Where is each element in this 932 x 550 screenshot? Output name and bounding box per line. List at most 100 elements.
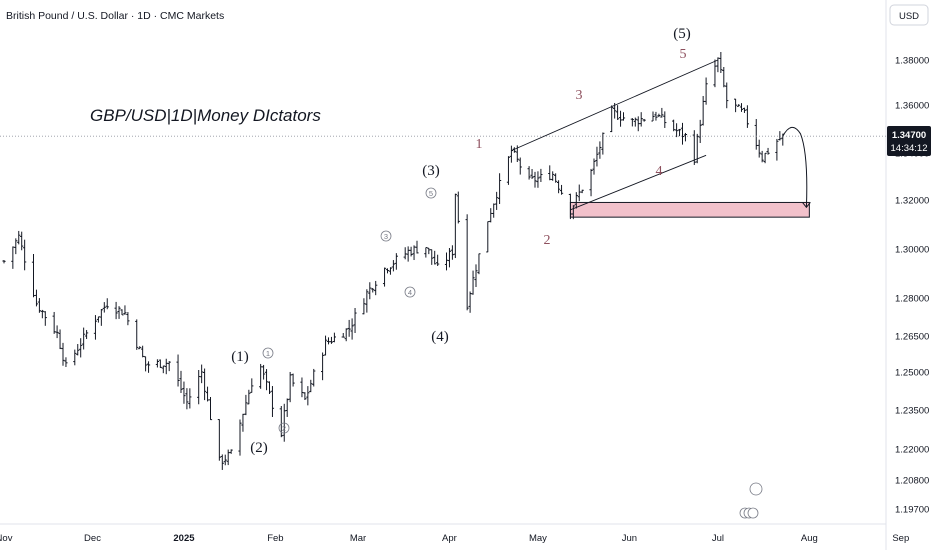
svg-text:1: 1 (266, 349, 270, 358)
ohlc-bar (52, 311, 56, 334)
ohlc-bar (382, 267, 387, 287)
ohlc-bar (203, 368, 207, 401)
currency-button[interactable]: USD (889, 4, 929, 26)
ohlc-bar (506, 156, 511, 185)
ohlc-bar (85, 330, 89, 340)
ohlc-bar (31, 253, 36, 298)
ohlc-bar (17, 230, 21, 245)
ohlc-bar (409, 246, 413, 257)
ohlc-bar (241, 413, 245, 432)
wave-label-minor-4: 4 (656, 164, 663, 179)
projection-path[interactable] (782, 126, 808, 208)
ohlc-bar (453, 193, 457, 259)
economic-events-icon[interactable] (739, 482, 763, 519)
wave-label-major-4: (4) (431, 329, 449, 345)
ohlc-bar (692, 130, 696, 165)
ohlc-bar (332, 332, 336, 343)
symbol-title: British Pound / U.S. Dollar · 1D · CMC M… (6, 10, 224, 22)
svg-text:2: 2 (282, 424, 286, 433)
time-tick-label: Mar (350, 533, 366, 544)
ohlc-bar (11, 246, 15, 269)
ohlc-bar (391, 260, 395, 272)
ohlc-bar (683, 132, 688, 142)
time-tick-label: Jun (622, 533, 637, 544)
ohlc-bar (618, 110, 623, 127)
ohlc-bar (229, 449, 233, 454)
ohlc-bar (722, 67, 726, 88)
ohlc-bar (775, 138, 779, 161)
ohlc-bar (701, 95, 705, 126)
ohlc-bar (303, 392, 307, 401)
ohlc-bar (589, 168, 593, 197)
ohlc-bar (412, 245, 416, 261)
ohlc-bar (580, 189, 584, 194)
ohlc-bar (406, 246, 410, 262)
ohlc-bar (633, 117, 637, 127)
ohlc-bar (374, 280, 378, 296)
ohlc-bar (430, 249, 434, 265)
ohlc-bar (371, 287, 375, 293)
ohlc-bar (498, 173, 502, 204)
ohlc-bar (757, 139, 761, 158)
wave-label-minor-5: 5 (680, 47, 687, 62)
ohlc-bar (114, 301, 118, 320)
ohlc-bar (155, 359, 159, 368)
ohlc-bar (704, 77, 708, 105)
ohlc-bar (270, 386, 275, 418)
ohlc-bar (120, 309, 124, 316)
annotation-title[interactable]: GBP/USD|1D|Money DIctators (90, 106, 321, 125)
ohlc-bar (677, 128, 682, 137)
ohlc-bar (601, 132, 605, 155)
price-axis[interactable]: 1.380001.360001.340001.320001.300001.280… (895, 56, 929, 516)
ohlc-bar (164, 358, 168, 375)
price-tick-label: 1.20800 (895, 476, 929, 487)
ohlc-bar (433, 250, 437, 265)
target-zone-box[interactable] (569, 201, 810, 218)
channel-lower-line[interactable] (570, 154, 707, 211)
price-tick-label: 1.25000 (895, 368, 929, 379)
ohlc-bar (539, 168, 543, 183)
ohlc-bar (267, 381, 272, 394)
wave-label-minor-3: 3 (576, 88, 583, 103)
time-tick-label: Nov (0, 533, 13, 544)
ohlc-bar (403, 247, 407, 260)
ohlc-bar (595, 146, 599, 167)
ohlc-bar (642, 118, 646, 122)
svg-text:5: 5 (429, 189, 433, 198)
ohlc-bar (58, 329, 62, 350)
ohlc-bar (530, 169, 534, 179)
ohlc-bar (37, 298, 41, 313)
price-tick-label: 1.19700 (895, 505, 929, 516)
ohlc-bar (135, 319, 139, 350)
ohlc-bar (14, 238, 18, 255)
ohlc-bar (551, 171, 555, 181)
ohlc-bar (388, 267, 393, 275)
ohlc-bar (34, 289, 39, 307)
ohlc-bar (695, 133, 699, 164)
ohlc-bar (760, 150, 764, 163)
ohlc-bar (385, 268, 390, 274)
time-axis[interactable]: Nov Dec 2025 Feb Mar Apr May Jun Jul Aug Sep (0, 533, 909, 544)
ohlc-bar (238, 419, 242, 456)
ohlc-bar (223, 454, 227, 466)
time-tick-label: Apr (442, 533, 457, 544)
circled-wave-2: 2 (278, 422, 290, 434)
ohlc-bar (468, 291, 472, 313)
time-tick-label: Aug (801, 533, 818, 544)
ohlc-bar (548, 165, 552, 181)
ohlc-bar (176, 354, 180, 387)
ohlc-bar (247, 389, 251, 405)
ohlc-bar (436, 254, 440, 266)
channel-upper-line[interactable] (511, 59, 719, 152)
ohlc-bar (40, 309, 44, 319)
price-tick-label: 1.32000 (895, 196, 929, 207)
wave-label-major-3: (3) (422, 163, 440, 179)
ohlc-bar (244, 394, 248, 416)
ohlc-bar (660, 107, 664, 118)
price-tick-label: 1.30000 (895, 245, 929, 256)
ohlc-bar (82, 327, 86, 350)
price-tick-label: 1.22000 (895, 445, 929, 456)
ohlc-bar (680, 122, 685, 145)
ohlc-bar (477, 253, 481, 275)
